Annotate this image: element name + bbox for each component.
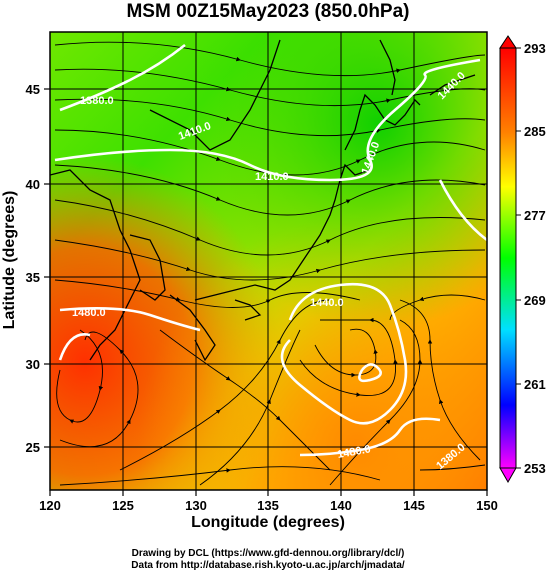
colorbar-tick-label: 261 xyxy=(524,377,546,392)
contour-label: 1440.0 xyxy=(310,297,344,309)
x-tick-label: 145 xyxy=(403,498,425,513)
colorbar-bottom-arrow xyxy=(499,467,517,484)
footer-data-source: Data from http://database.rish.kyoto-u.a… xyxy=(131,560,405,571)
x-tick-label: 135 xyxy=(257,498,279,513)
footer-credit: Drawing by DCL (https://www.gfd-dennou.o… xyxy=(132,548,405,559)
colorbar-top-arrow xyxy=(499,35,517,49)
x-tick-label: 125 xyxy=(112,498,134,513)
tick-marks xyxy=(44,88,488,496)
contour-label: 1480.0 xyxy=(336,443,371,461)
colorbar-tick-label: 269 xyxy=(524,293,546,308)
x-axis-label: Longitude (degrees) xyxy=(191,514,345,531)
y-tick-label: 25 xyxy=(26,440,40,455)
x-tick-label: 130 xyxy=(185,498,207,513)
colorbar-tick-label: 277 xyxy=(524,208,546,223)
colorbar: 293 285 277 269 261 253 xyxy=(499,35,546,484)
y-tick-label: 40 xyxy=(26,177,40,192)
x-tick-label: 150 xyxy=(476,498,498,513)
x-tick-labels: 120 125 130 135 140 145 150 xyxy=(39,498,498,513)
colorbar-scale xyxy=(499,47,517,469)
y-tick-label: 45 xyxy=(26,82,40,97)
colorbar-tick-label: 285 xyxy=(524,124,546,139)
y-tick-labels: 45 40 35 30 25 xyxy=(26,82,40,455)
x-tick-label: 120 xyxy=(39,498,61,513)
height-contours xyxy=(54,43,487,457)
contour-label: 1480.0 xyxy=(72,307,106,319)
contour-label: 1380.0 xyxy=(80,95,114,107)
y-axis-label: Latitude (degrees) xyxy=(1,191,18,330)
colorbar-tick-label: 253 xyxy=(524,461,546,476)
contour-label: 1410.0 xyxy=(255,171,289,183)
chart-title: MSM 00Z15May2023 (850.0hPa) xyxy=(126,1,409,22)
plot-area: 1380.0 1410.0 1440.0 1440.0 1480.0 1480.… xyxy=(50,32,487,490)
y-tick-label: 30 xyxy=(26,357,40,372)
x-tick-label: 140 xyxy=(330,498,352,513)
colorbar-tick-label: 293 xyxy=(524,41,546,56)
y-tick-label: 35 xyxy=(26,270,40,285)
